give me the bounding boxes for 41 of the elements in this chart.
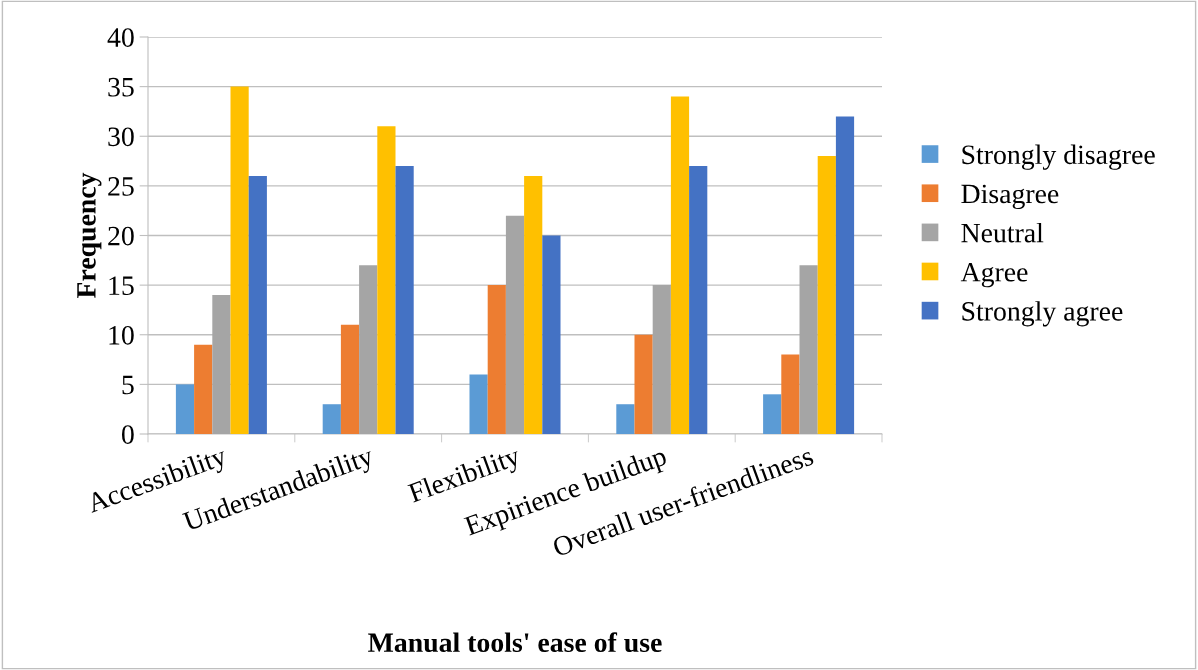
bar	[616, 404, 635, 434]
y-tick-label: 40	[107, 28, 134, 47]
y-tick-label: 10	[109, 325, 134, 345]
legend-label: Neutral	[961, 222, 1044, 243]
bar	[175, 384, 195, 434]
legend-label: Strongly disagree	[962, 144, 1155, 170]
bar	[248, 175, 267, 434]
bar	[395, 166, 414, 434]
y-axis-title: Frequency	[77, 172, 102, 299]
bar	[230, 86, 249, 434]
bar	[835, 116, 855, 434]
bar	[763, 394, 782, 434]
bar	[670, 96, 690, 434]
bar	[542, 235, 561, 434]
y-tick-label: 5	[122, 375, 134, 395]
y-tick-label: 15	[109, 276, 134, 296]
bar	[689, 166, 708, 434]
y-tick-label: 25	[108, 177, 134, 196]
bar	[781, 354, 800, 434]
bar	[322, 404, 341, 434]
bar	[524, 175, 543, 434]
bar	[340, 324, 360, 434]
bar	[194, 344, 213, 434]
bar	[799, 265, 818, 434]
y-tick-label: 20	[108, 226, 134, 246]
x-axis-title: Manual tools' ease of use	[368, 632, 662, 653]
legend-label: Strongly agree	[962, 301, 1123, 327]
bar	[487, 285, 506, 434]
legend-label: Disagree	[961, 184, 1059, 210]
bar	[505, 215, 525, 434]
bar	[817, 156, 836, 434]
bar	[469, 374, 488, 434]
bar	[359, 265, 378, 434]
bar	[212, 295, 231, 434]
y-tick-label: 30	[108, 127, 134, 147]
bar	[377, 126, 396, 434]
y-tick-label: 35	[108, 77, 134, 97]
bar	[652, 285, 671, 434]
bar	[634, 334, 653, 434]
legend-label: Agree	[960, 262, 1028, 288]
y-tick-label: 0	[121, 425, 134, 444]
